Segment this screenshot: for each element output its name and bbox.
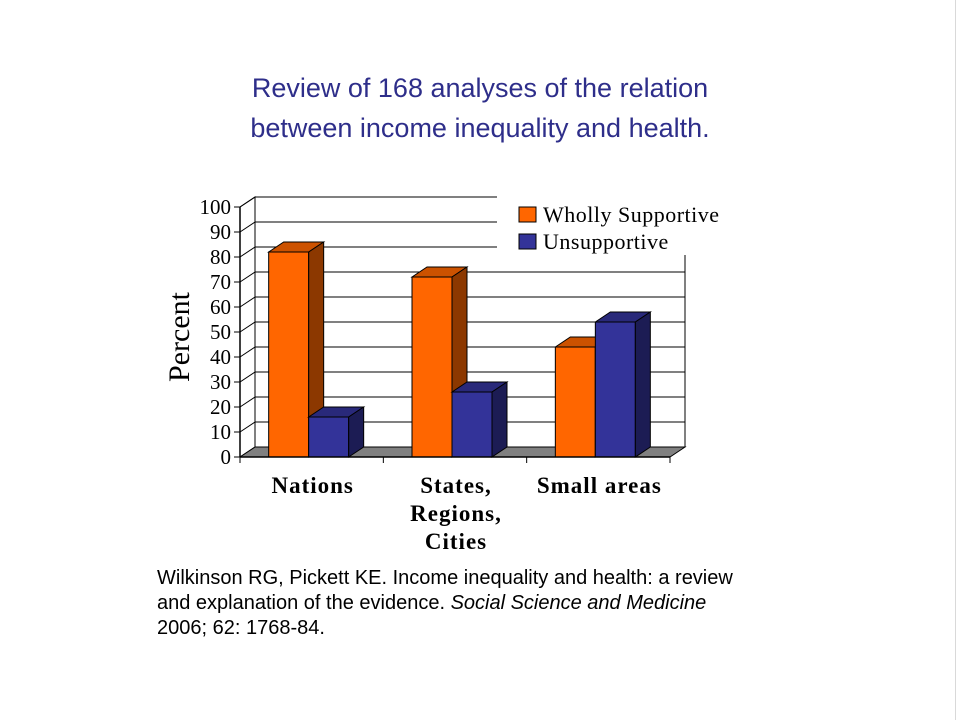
- citation-line-1: Wilkinson RG, Pickett KE. Income inequal…: [157, 567, 733, 589]
- y-tick-label: 50: [210, 320, 231, 344]
- title-line-1: Review of 168 analyses of the relation: [251, 73, 709, 103]
- slide-title: Review of 168 analyses of the relation b…: [0, 68, 960, 148]
- bar: [554, 346, 596, 458]
- y-axis-title: Percent: [163, 291, 196, 382]
- bar: [268, 251, 310, 458]
- bar: [451, 391, 493, 458]
- x-category-label: Cities: [425, 529, 487, 554]
- bar: [308, 416, 350, 458]
- y-tick-label: 10: [210, 420, 231, 444]
- citation-journal: Social Science and Medicine: [450, 592, 707, 614]
- citation-line-2: and explanation of the evidence. Social …: [157, 591, 857, 616]
- y-tick-label: 20: [210, 395, 231, 419]
- y-tick-label: 40: [210, 345, 231, 369]
- right-edge-line: [955, 0, 956, 720]
- gridline-side: [239, 221, 256, 233]
- gridline-side: [239, 371, 256, 383]
- gridline-side: [239, 246, 256, 258]
- gridline-side: [239, 346, 256, 358]
- y-tick-label: 70: [210, 270, 231, 294]
- title-line-2: between income inequality and health.: [250, 113, 710, 143]
- bar: [594, 321, 636, 458]
- x-category-label: Nations: [271, 473, 353, 498]
- gridline-side: [239, 396, 256, 408]
- citation-line-3: 2006; 62: 1768-84.: [157, 617, 325, 639]
- bar-side: [348, 406, 365, 458]
- x-category-label: Regions,: [410, 501, 502, 526]
- gridline-side: [239, 271, 256, 283]
- bar-side: [634, 311, 651, 458]
- gridline-side: [239, 321, 256, 333]
- y-tick-label: 90: [210, 220, 231, 244]
- legend-label: Wholly Supportive: [543, 202, 720, 227]
- x-category-label: Small areas: [537, 473, 662, 498]
- legend-swatch: [518, 206, 537, 223]
- legend-label: Unsupportive: [543, 229, 669, 254]
- bar-side: [491, 381, 508, 458]
- y-tick-label: 80: [210, 245, 231, 269]
- legend-box: [497, 193, 747, 255]
- x-category-label: States,: [420, 473, 492, 498]
- y-tick-label: 100: [200, 195, 232, 219]
- y-tick-label: 30: [210, 370, 231, 394]
- gridline-side: [239, 196, 256, 208]
- y-tick-label: 60: [210, 295, 231, 319]
- gridline-side: [239, 296, 256, 308]
- gridline-side: [239, 421, 256, 433]
- y-tick-label: 0: [221, 445, 232, 469]
- bar: [411, 276, 453, 458]
- citation-line-2-text: and explanation of the evidence.: [157, 592, 451, 614]
- citation: Wilkinson RG, Pickett KE. Income inequal…: [157, 566, 857, 641]
- legend-swatch: [518, 233, 537, 250]
